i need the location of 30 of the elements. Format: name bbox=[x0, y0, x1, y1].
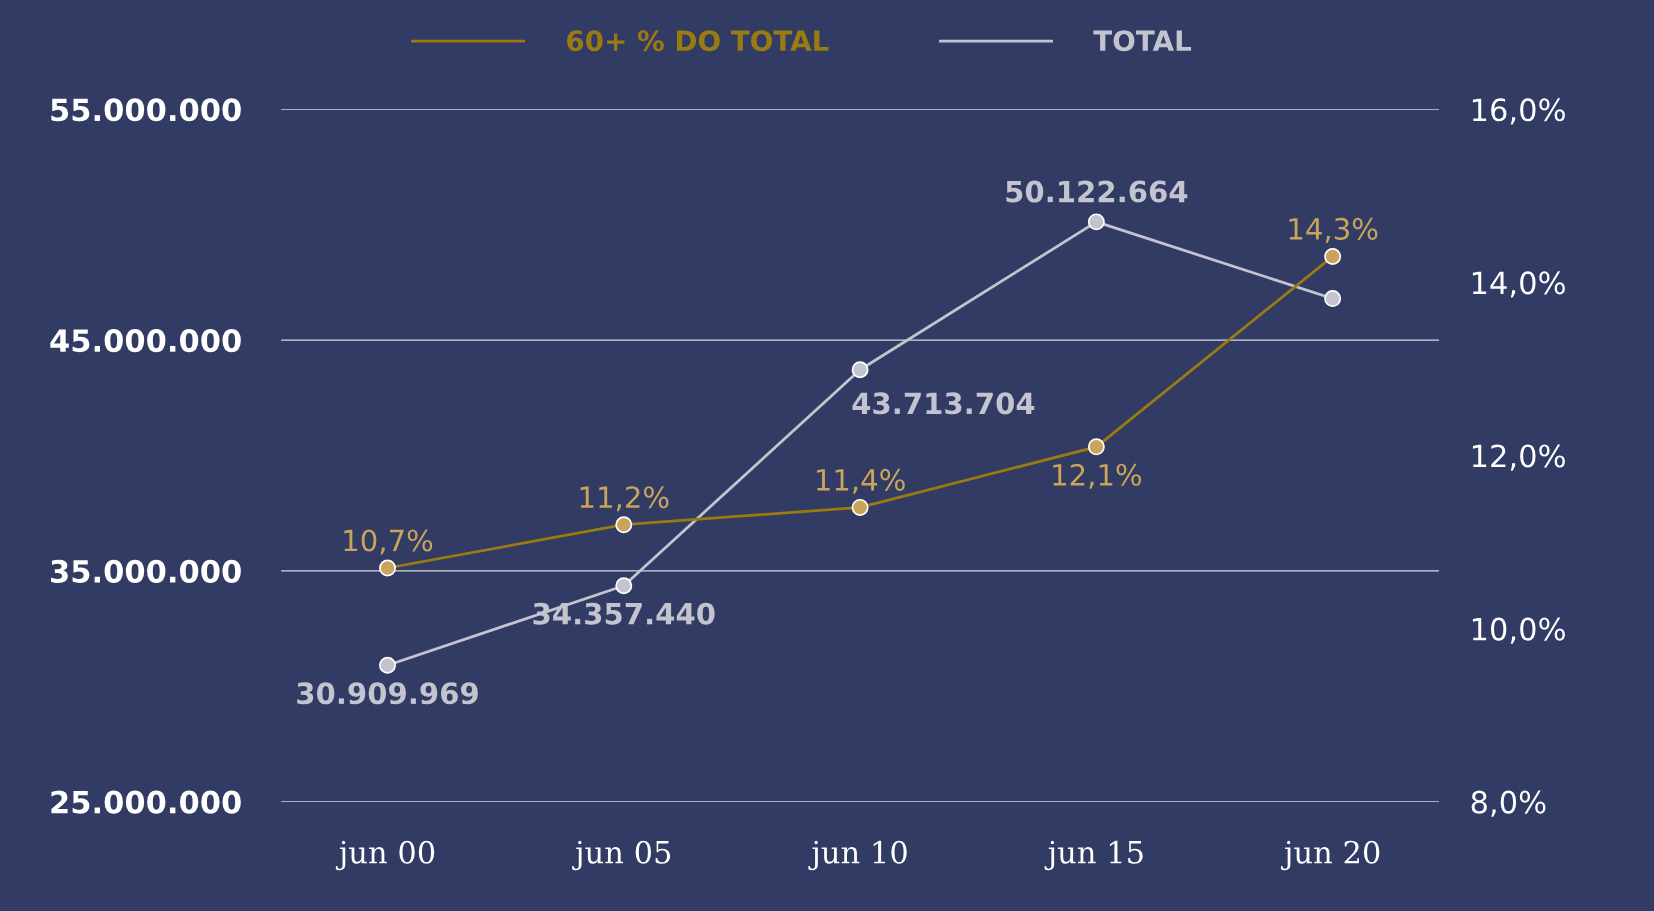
x-tick-label: jun 20 bbox=[1281, 840, 1380, 871]
legend-label: 60+ % DO TOTAL bbox=[567, 30, 829, 52]
y2-tick-label: 14,0% bbox=[1472, 271, 1565, 298]
data-label: 10,7% bbox=[344, 529, 433, 555]
y-tick-label: 25.000.000 bbox=[51, 790, 241, 814]
y2-tick-label: 8,0% bbox=[1471, 790, 1546, 817]
y-tick-label: 45.000.000 bbox=[50, 329, 241, 353]
data-label: 11,4% bbox=[816, 468, 905, 494]
point bbox=[1324, 290, 1342, 308]
point bbox=[851, 361, 869, 379]
data-label: 12,1% bbox=[1053, 463, 1142, 489]
data-label: 11,2% bbox=[580, 486, 669, 512]
x-tick-label: jun 05 bbox=[572, 840, 671, 871]
y2-tick-label: 16,0% bbox=[1472, 98, 1565, 125]
data-label: 34.357.440 bbox=[533, 602, 715, 625]
legend-label: TOTAL bbox=[1093, 30, 1192, 52]
x-tick-label: jun 10 bbox=[808, 840, 907, 871]
point bbox=[1087, 213, 1105, 231]
y-tick-label: 35.000.000 bbox=[51, 559, 241, 583]
point bbox=[615, 577, 633, 595]
data-label: 50.122.664 bbox=[1006, 180, 1188, 203]
data-label: 30.909.969 bbox=[297, 682, 478, 705]
x-tick-label: jun 15 bbox=[1044, 840, 1143, 871]
data-label: 14,3% bbox=[1289, 217, 1378, 243]
x-tick-label: jun 00 bbox=[335, 840, 435, 871]
y-tick-label: 55.000.000 bbox=[51, 98, 241, 122]
y2-tick-label: 12,0% bbox=[1472, 444, 1565, 471]
point bbox=[379, 656, 396, 674]
data-label: 43.713.704 bbox=[852, 392, 1035, 415]
y2-tick-label: 10,0% bbox=[1472, 617, 1565, 644]
